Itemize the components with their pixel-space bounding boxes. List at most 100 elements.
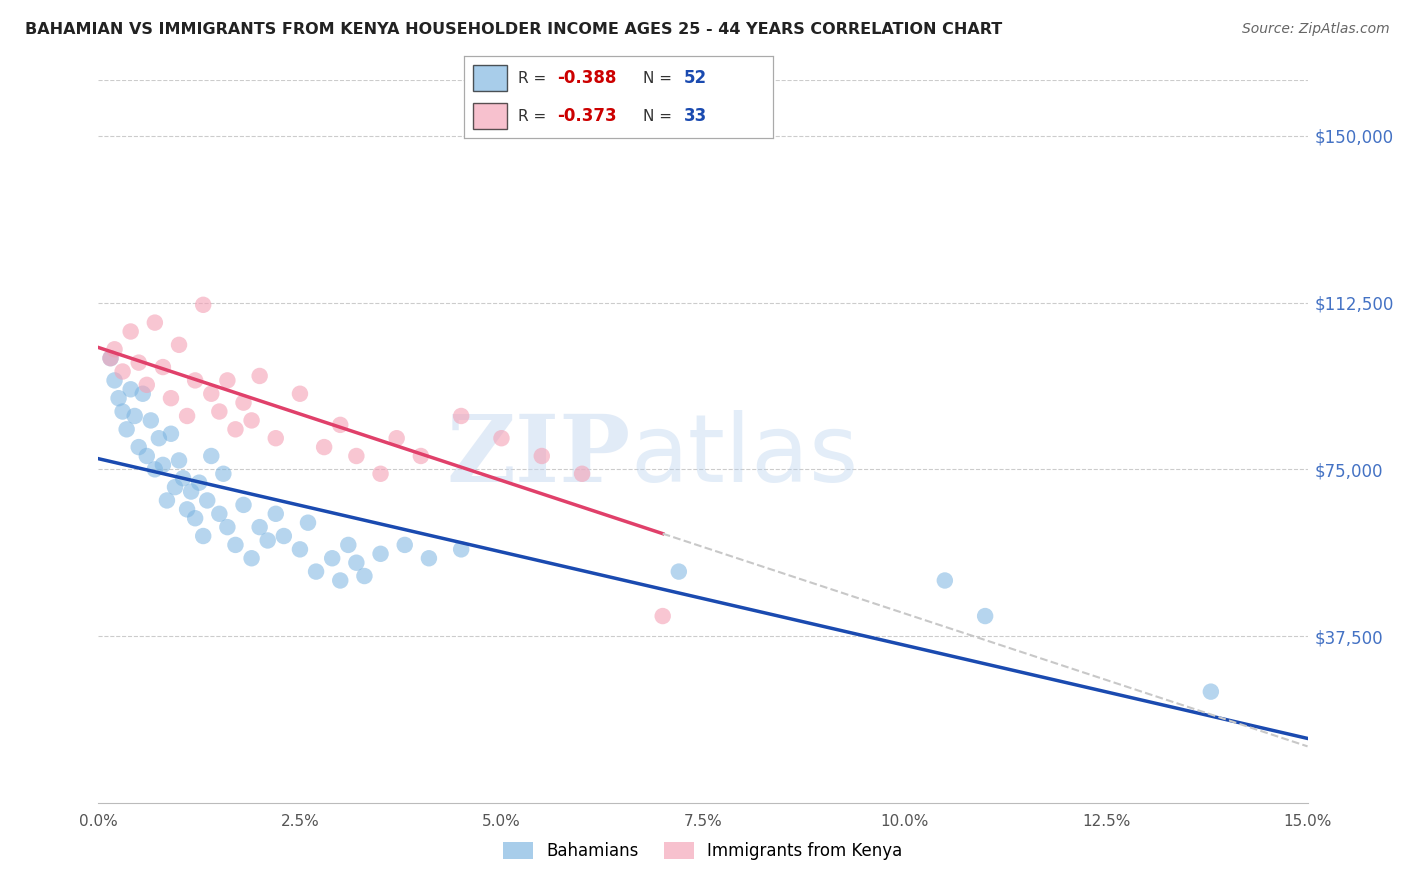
Point (288, 386, 311, 401)
Point (974, 609, 997, 624)
Point (132, 386, 155, 401)
Point (321, 551, 343, 566)
Point (273, 529, 295, 543)
Point (135, 449, 157, 463)
Point (264, 507, 287, 521)
Point (163, 480, 186, 494)
Point (148, 431, 170, 445)
Point (160, 426, 183, 441)
Text: N =: N = (644, 70, 678, 86)
Point (111, 404, 134, 418)
Point (329, 574, 352, 588)
Point (107, 391, 129, 405)
Text: R =: R = (517, 70, 551, 86)
Text: ZIP: ZIP (446, 411, 630, 501)
Point (193, 298, 215, 312)
Point (385, 431, 408, 445)
Point (120, 325, 142, 339)
Point (139, 413, 162, 427)
Point (143, 316, 166, 330)
Point (100, 351, 122, 366)
Text: 52: 52 (683, 70, 707, 87)
Point (329, 417, 352, 432)
Point (288, 542, 311, 557)
Point (450, 409, 472, 423)
Text: atlas: atlas (630, 410, 859, 502)
Point (103, 343, 125, 357)
Point (152, 360, 174, 375)
Text: -0.373: -0.373 (557, 107, 616, 125)
Point (128, 356, 150, 370)
Point (394, 538, 416, 552)
Point (370, 547, 392, 561)
Point (208, 507, 231, 521)
Point (217, 373, 239, 387)
Point (530, 449, 553, 463)
Point (353, 569, 375, 583)
Point (232, 395, 254, 409)
Point (167, 338, 190, 352)
Point (115, 422, 138, 436)
Point (217, 520, 239, 534)
Point (571, 467, 593, 481)
Point (195, 493, 218, 508)
Point (337, 538, 360, 552)
Text: Source: ZipAtlas.com: Source: ZipAtlas.com (1241, 22, 1389, 37)
Point (167, 453, 190, 467)
Point (212, 467, 235, 481)
Point (264, 431, 287, 445)
Point (305, 565, 328, 579)
Point (450, 542, 472, 557)
Point (124, 409, 146, 423)
Point (135, 377, 157, 392)
Point (180, 484, 202, 499)
FancyBboxPatch shape (474, 103, 508, 129)
Point (100, 351, 122, 366)
Point (224, 538, 246, 552)
Point (184, 511, 207, 525)
Point (240, 551, 263, 566)
Point (111, 364, 134, 378)
Point (370, 467, 392, 481)
Point (200, 449, 222, 463)
Point (418, 551, 440, 566)
Point (344, 556, 367, 570)
Point (1199, 684, 1222, 698)
Point (256, 533, 278, 548)
Point (176, 409, 198, 423)
Point (176, 502, 198, 516)
Point (160, 391, 183, 405)
Point (208, 404, 231, 418)
Point (668, 565, 690, 579)
Point (188, 475, 211, 490)
Legend: Bahamians, Immigrants from Kenya: Bahamians, Immigrants from Kenya (496, 835, 910, 867)
Point (103, 373, 125, 387)
Point (232, 498, 254, 512)
Text: N =: N = (644, 109, 678, 124)
Point (240, 413, 263, 427)
Point (344, 449, 367, 463)
Point (934, 574, 956, 588)
Point (409, 449, 432, 463)
Point (172, 471, 194, 485)
Point (491, 431, 513, 445)
Point (297, 516, 319, 530)
Text: R =: R = (517, 109, 551, 124)
Point (224, 422, 246, 436)
Point (193, 529, 215, 543)
Text: 33: 33 (683, 107, 707, 125)
Point (143, 462, 166, 476)
Point (249, 520, 271, 534)
Point (249, 368, 271, 383)
Text: BAHAMIAN VS IMMIGRANTS FROM KENYA HOUSEHOLDER INCOME AGES 25 - 44 YEARS CORRELAT: BAHAMIAN VS IMMIGRANTS FROM KENYA HOUSEH… (25, 22, 1002, 37)
Point (156, 493, 179, 508)
Point (200, 386, 222, 401)
Point (128, 440, 150, 454)
Text: -0.388: -0.388 (557, 70, 616, 87)
Point (120, 382, 142, 396)
Point (184, 373, 207, 387)
Point (314, 440, 336, 454)
Point (651, 609, 673, 624)
FancyBboxPatch shape (474, 65, 508, 92)
Point (152, 458, 174, 472)
